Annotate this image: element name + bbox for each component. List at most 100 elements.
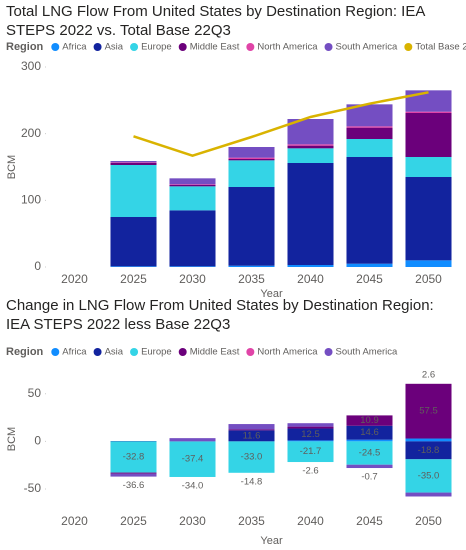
data-label: -37.4 — [182, 454, 204, 465]
data-label: 57.5 — [419, 406, 438, 417]
total-label: 2.6 — [422, 369, 435, 380]
x-tick-label: 2020 — [61, 272, 88, 286]
legend-marker — [130, 348, 139, 356]
bar-segment — [287, 428, 334, 441]
bar-segment — [110, 161, 157, 163]
bar-segment — [405, 438, 452, 442]
legend-label: Africa — [62, 347, 87, 358]
bar-segment — [169, 178, 216, 185]
x-tick-label: 2025 — [120, 514, 147, 528]
legend-label: Asia — [105, 42, 124, 53]
legend-label: South America — [336, 42, 398, 53]
legend-label: Europe — [141, 347, 172, 358]
legend-marker — [246, 348, 255, 356]
bar-segment — [228, 429, 275, 431]
x-tick-label: 2045 — [356, 514, 383, 528]
x-tick-label: 2035 — [238, 514, 265, 528]
data-label: 14.6 — [360, 427, 379, 438]
bar-segment — [110, 163, 157, 165]
data-label: 12.5 — [301, 429, 320, 440]
chart-title: Change in LNG Flow From United States by… — [6, 297, 434, 333]
x-tick-label: 2020 — [61, 514, 88, 528]
bar-segment — [287, 144, 334, 146]
bar-segment — [346, 425, 393, 440]
bar-segment — [228, 147, 275, 158]
bar-segment — [405, 113, 452, 157]
bar-segment — [110, 266, 157, 267]
bar-segment — [169, 185, 216, 187]
x-tick-label: 2040 — [297, 272, 324, 286]
bar-segment — [405, 383, 452, 439]
bar-segment — [110, 473, 157, 477]
bar-segment — [287, 440, 334, 442]
chart-title: Total LNG Flow From United States by Des… — [6, 3, 425, 39]
bar-segment — [405, 157, 452, 177]
data-label: -35.0 — [418, 470, 440, 481]
legend-label: Total Base 22Q3 — [415, 42, 466, 53]
legend-marker — [51, 348, 60, 356]
bar-segment — [169, 266, 216, 267]
data-label: -24.5 — [359, 448, 381, 459]
data-label: 10.9 — [360, 415, 379, 426]
y-axis-label: BCM — [6, 155, 18, 179]
bar-segment — [405, 459, 452, 493]
bar-segment — [405, 177, 452, 261]
legend-label: North America — [257, 42, 318, 53]
bar-segment — [287, 423, 334, 427]
y-tick-label: 200 — [21, 126, 41, 140]
y-tick-label: 0 — [34, 259, 41, 273]
y-axis-label: BCM — [6, 427, 18, 451]
legend-marker — [130, 43, 139, 51]
x-tick-label: 2040 — [297, 514, 324, 528]
bar-segment — [346, 263, 393, 267]
x-tick-label: 2035 — [238, 272, 265, 286]
data-label: -18.8 — [418, 445, 440, 456]
legend-marker — [324, 348, 333, 356]
bar-segment — [346, 104, 393, 127]
y-tick-label: -50 — [24, 481, 42, 495]
bar-segment — [405, 260, 452, 267]
legend-marker — [93, 43, 102, 51]
legend-title: Region — [6, 41, 44, 53]
legend-label: Europe — [141, 42, 172, 53]
data-label: 11.6 — [243, 430, 261, 441]
bar-segment — [110, 217, 157, 267]
data-label: -33.0 — [241, 452, 263, 463]
x-axis-label: Year — [260, 288, 283, 300]
bar-segment — [346, 439, 393, 442]
bar-segment — [287, 163, 334, 265]
bar-segment — [287, 145, 334, 149]
bar-segment — [228, 265, 275, 267]
y-tick-label: 100 — [21, 193, 41, 207]
legend-label: South America — [336, 347, 398, 358]
y-tick-label: 50 — [28, 386, 42, 400]
data-label: -32.8 — [123, 452, 145, 463]
total-label: -14.8 — [241, 476, 263, 487]
legend-marker — [324, 43, 333, 51]
legend-marker — [51, 43, 60, 51]
bar-segment — [346, 139, 393, 157]
bar-segment — [346, 464, 393, 469]
bar-segment — [110, 162, 157, 163]
legend-marker — [178, 348, 187, 356]
total-label: -36.6 — [123, 480, 145, 491]
x-tick-label: 2025 — [120, 272, 147, 286]
y-tick-label: 0 — [34, 434, 41, 448]
x-tick-label: 2050 — [415, 272, 442, 286]
x-axis-label: Year — [260, 535, 283, 547]
bar-segment — [110, 441, 157, 473]
bar-segment — [228, 187, 275, 266]
x-tick-label: 2030 — [179, 272, 206, 286]
bar-segment — [405, 492, 452, 497]
legend-marker — [404, 43, 413, 51]
bar-segment — [169, 438, 216, 442]
legend-marker — [246, 43, 255, 51]
bar-segment — [228, 157, 275, 159]
legend-marker — [93, 348, 102, 356]
bar-segment — [110, 165, 157, 217]
bar-segment — [287, 426, 334, 429]
line-series — [133, 91, 429, 157]
x-tick-label: 2030 — [179, 514, 206, 528]
bar-segment — [228, 159, 275, 161]
